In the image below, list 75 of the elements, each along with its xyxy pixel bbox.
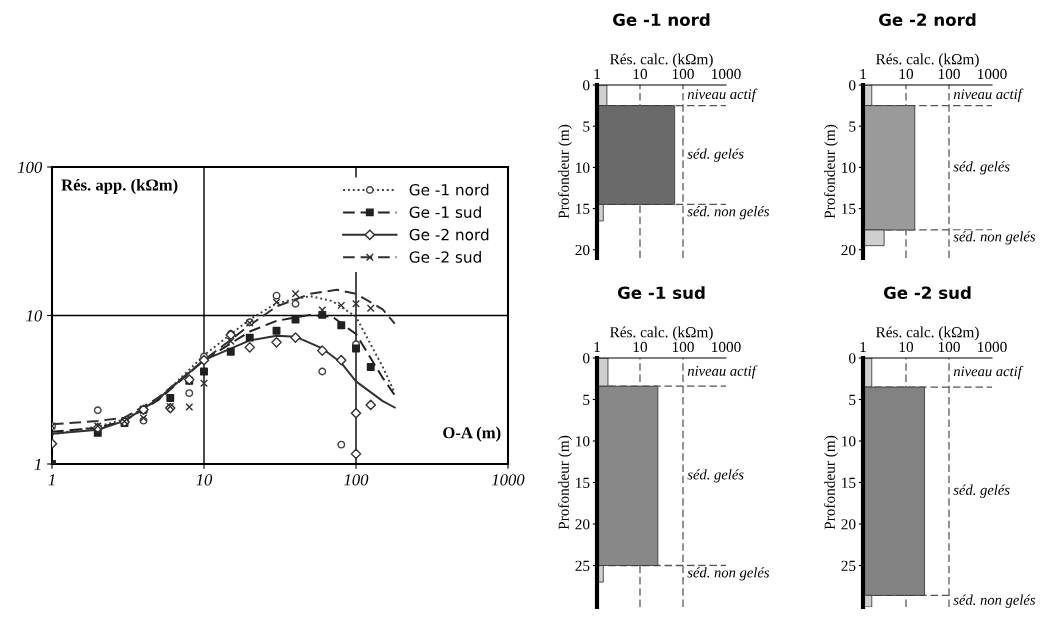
legend-label: Ge -2 nord xyxy=(409,228,489,241)
legend-label: Ge -1 sud xyxy=(409,206,481,218)
annotation: séd. non gelés xyxy=(953,231,1036,245)
annotation: niveau actif xyxy=(953,365,1024,380)
x-tick-label: 10 xyxy=(633,341,648,353)
x-tick-label: 1 xyxy=(594,68,600,79)
y-tick-label: 15 xyxy=(576,477,590,488)
y-axis-title: Profondeur (m) xyxy=(823,124,838,219)
y-tick-label: 15 xyxy=(842,477,856,488)
x-tick-label: 100 xyxy=(938,341,960,353)
x-tick-label: 1 xyxy=(860,341,866,352)
y-tick-label: 10 xyxy=(842,162,856,173)
y-tick-label: 0 xyxy=(849,80,856,91)
legend-label: Ge -2 sud xyxy=(409,250,481,263)
x-tick-label: 10 xyxy=(633,68,648,80)
chart-title: Ge -1 nord xyxy=(613,13,710,27)
y-tick-label: 20 xyxy=(575,519,590,530)
y-tick-label: 25 xyxy=(841,560,856,571)
annotation: séd. gelés xyxy=(953,484,1010,498)
legend-label: Ge -1 nord xyxy=(409,183,489,196)
y-tick-label: 20 xyxy=(575,244,590,256)
x-axis-title: O-A (m) xyxy=(443,426,501,442)
y-tick-label: 15 xyxy=(576,203,590,215)
annotation: séd. gelés xyxy=(687,469,744,483)
y-tick-label: 0 xyxy=(583,353,590,364)
annotation: séd. non gelés xyxy=(953,594,1036,608)
x-tick-label: 100 xyxy=(344,474,369,486)
x-tick-label: 10 xyxy=(899,68,914,80)
annotation: séd. gelés xyxy=(953,161,1010,175)
y-tick-label: 25 xyxy=(575,560,590,571)
x-axis-title: Rés. calc. (kΩm) xyxy=(876,53,979,68)
y-axis-title: Profondeur (m) xyxy=(823,435,838,530)
y-tick-label: 10 xyxy=(26,310,43,322)
y-tick-label: 15 xyxy=(842,203,856,215)
x-axis-title: Rés. calc. (kΩm) xyxy=(610,326,713,341)
x-tick-label: 1000 xyxy=(712,68,741,80)
chart-title: Ge -2 nord xyxy=(879,13,976,27)
y-tick-label: 20 xyxy=(841,519,856,530)
annotation: niveau actif xyxy=(687,365,758,379)
y-tick-label: 0 xyxy=(849,353,856,364)
x-tick-label: 1 xyxy=(594,341,600,352)
x-tick-label: 100 xyxy=(672,68,694,80)
annotation: séd. gelés xyxy=(687,148,744,162)
x-tick-label: 1000 xyxy=(978,341,1007,353)
annotation: séd. non gelés xyxy=(687,567,770,581)
y-tick-label: 5 xyxy=(583,121,590,132)
y-tick-label: 5 xyxy=(583,394,590,405)
y-tick-label: 10 xyxy=(576,162,590,173)
annotation: niveau actif xyxy=(953,88,1024,102)
y-tick-label: 0 xyxy=(583,80,590,91)
chart-title: Ge -1 sud xyxy=(617,286,705,300)
x-tick-label: 1 xyxy=(860,68,866,79)
x-axis-title: Rés. calc. (kΩm) xyxy=(876,326,979,341)
x-tick-label: 10 xyxy=(899,341,914,353)
x-tick-label: 1 xyxy=(48,474,55,486)
y-tick-label: 5 xyxy=(849,121,856,132)
x-tick-label: 100 xyxy=(938,68,960,80)
x-axis-title: Rés. calc. (kΩm) xyxy=(610,53,713,68)
annotation: niveau actif xyxy=(687,88,758,102)
x-tick-label: 100 xyxy=(672,341,694,353)
y-tick-label: 10 xyxy=(576,436,590,447)
y-axis-title: Profondeur (m) xyxy=(557,435,572,530)
chart-title: Ge -2 sud xyxy=(883,286,971,300)
y-tick-label: 10 xyxy=(842,436,856,447)
y-axis-title: Rés. app. (kΩm) xyxy=(61,178,178,195)
x-tick-label: 1000 xyxy=(712,341,741,353)
y-tick-label: 1 xyxy=(34,458,41,470)
y-tick-label: 5 xyxy=(849,394,856,405)
y-axis-title: Profondeur (m) xyxy=(557,124,572,219)
x-tick-label: 1000 xyxy=(978,68,1007,80)
x-tick-label: 10 xyxy=(196,474,213,486)
annotation: séd. non gelés xyxy=(687,206,770,220)
x-tick-label: 1000 xyxy=(491,474,525,486)
y-tick-label: 20 xyxy=(841,244,856,256)
y-tick-label: 100 xyxy=(17,161,43,173)
